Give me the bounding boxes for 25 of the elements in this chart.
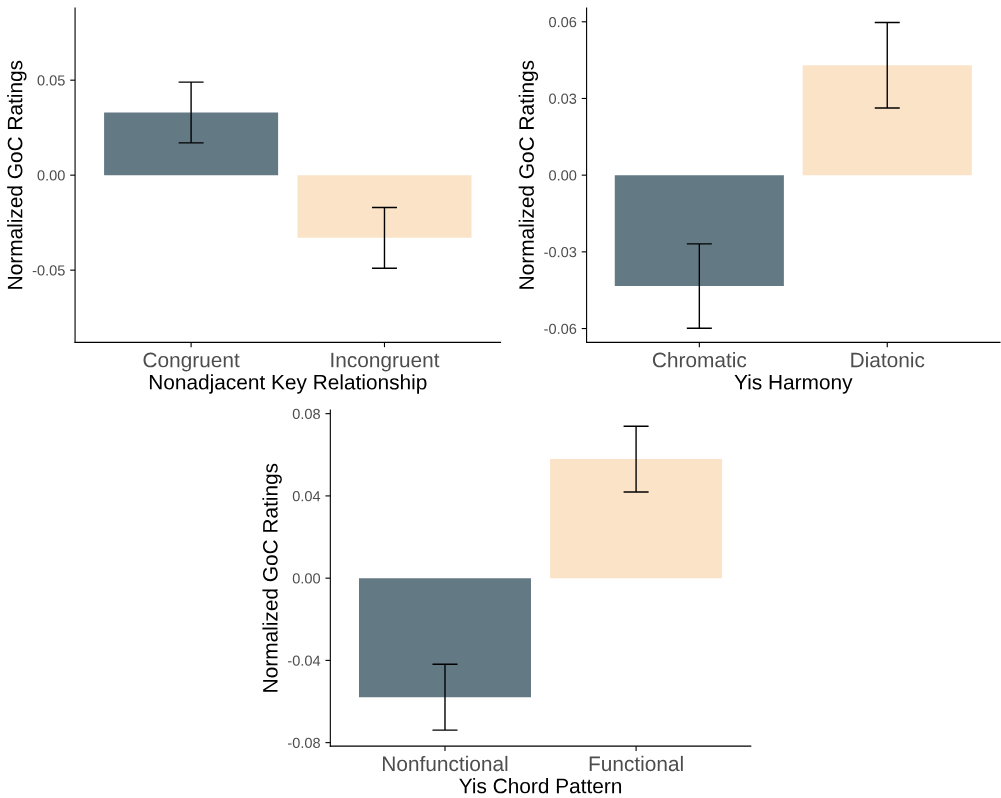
y-tick-label: -0.03 xyxy=(544,246,577,258)
y-tick-label: 0.00 xyxy=(549,170,577,181)
y-tick-label: 0.03 xyxy=(549,93,577,104)
x-tick-label: Diatonic xyxy=(851,352,925,368)
x-tick-label: Nonfunctional xyxy=(383,755,508,772)
y-axis-title: Normalized GoC Ratings xyxy=(518,60,539,289)
y-tick-label: -0.04 xyxy=(288,655,321,666)
y-axis-title: Normalized GoC Ratings xyxy=(7,60,27,289)
y-tick-label: 0.06 xyxy=(549,16,577,28)
y-tick-label: 0.00 xyxy=(37,170,65,181)
x-axis-title: Yis Chord Pattern xyxy=(459,778,622,794)
y-axis-title: Normalized GoC Ratings xyxy=(262,463,282,692)
y-tick-label: -0.05 xyxy=(32,265,65,276)
y-tick-label: 0.05 xyxy=(37,75,65,86)
y-tick-label: -0.06 xyxy=(544,323,577,334)
y-tick-label: 0.00 xyxy=(292,573,321,584)
x-tick-label: Congruent xyxy=(143,352,240,372)
x-axis-title: Nonadjacent Key Relationship xyxy=(149,374,427,394)
y-tick-label: -0.08 xyxy=(288,737,320,749)
x-tick-label: Functional xyxy=(589,755,683,772)
x-tick-label: Incongruent xyxy=(331,352,440,372)
x-tick-label: Chromatic xyxy=(652,352,747,368)
y-tick-label: 0.08 xyxy=(292,408,320,420)
x-axis-title: Yis Harmony xyxy=(734,374,853,394)
y-tick-label: 0.04 xyxy=(292,491,321,502)
